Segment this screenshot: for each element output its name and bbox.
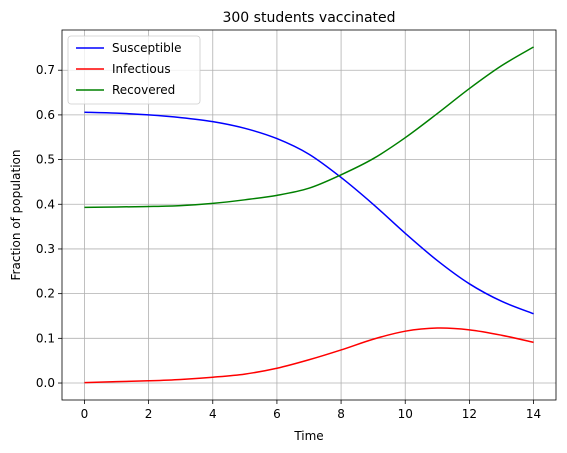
series-line-susceptible	[84, 111, 534, 315]
y-axis: 0.0 0.1 0.2 0.3 0.4 0.5 0.6 0.7	[36, 63, 62, 390]
x-tick-label: 6	[273, 407, 281, 421]
y-tick-label: 0.3	[36, 242, 55, 256]
legend-label: Infectious	[112, 62, 171, 76]
x-axis-label: Time	[293, 429, 323, 443]
y-tick-label: 0.2	[36, 287, 55, 301]
x-tick-label: 10	[398, 407, 413, 421]
grid	[62, 30, 556, 400]
legend-box	[67, 35, 201, 105]
x-tick-label: 14	[526, 407, 541, 421]
x-axis: 0 2 4 6 8 10 12 14	[81, 400, 541, 421]
y-tick-label: 0.0	[36, 376, 55, 390]
series-layer	[84, 46, 534, 384]
legend-label: Susceptible	[112, 41, 181, 55]
y-tick-label: 0.7	[36, 63, 55, 77]
chart-title: 300 students vaccinated	[222, 10, 395, 26]
y-tick-label: 0.6	[36, 108, 55, 122]
series-line-recovered	[84, 46, 534, 209]
x-tick-label: 8	[337, 407, 345, 421]
x-tick-label: 12	[462, 407, 477, 421]
x-tick-label: 2	[145, 407, 153, 421]
y-tick-label: 0.1	[36, 331, 55, 345]
series-line-infectious	[84, 327, 534, 384]
plot-frame	[61, 29, 557, 401]
legend-label: Recovered	[112, 83, 175, 97]
y-tick-label: 0.5	[36, 153, 55, 167]
x-tick-label: 0	[81, 407, 89, 421]
x-tick-label: 4	[209, 407, 217, 421]
y-axis-label: Fraction of population	[9, 150, 23, 281]
y-tick-label: 0.4	[36, 197, 55, 211]
legend: Susceptible Infectious Recovered	[67, 35, 201, 105]
